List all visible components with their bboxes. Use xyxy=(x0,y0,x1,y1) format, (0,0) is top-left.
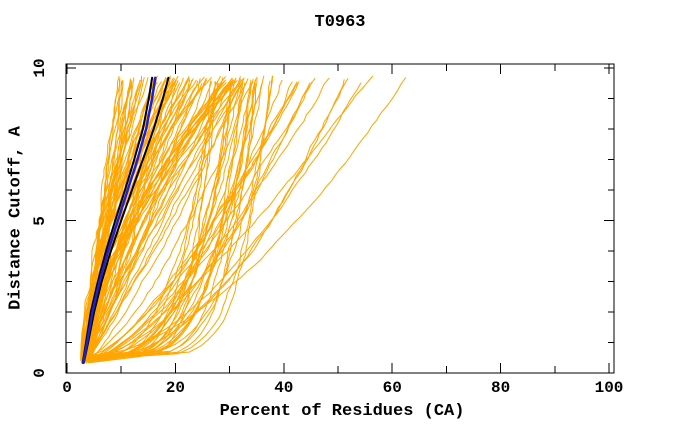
x-tick-label: 60 xyxy=(382,379,402,397)
plot-frame xyxy=(65,63,615,374)
ensemble-curve xyxy=(87,82,181,361)
ensemble-curve xyxy=(82,81,298,364)
x-tick-label: 0 xyxy=(62,379,72,397)
ensemble-curve xyxy=(81,82,311,364)
ensemble-curve xyxy=(84,80,232,361)
ensemble-curve xyxy=(90,79,252,359)
ensemble-curve xyxy=(83,79,120,357)
x-tick-label: 40 xyxy=(274,379,294,397)
ensemble-curve xyxy=(89,76,167,363)
ensemble-curve xyxy=(90,81,244,361)
ensemble-curve xyxy=(89,77,330,362)
y-tick-label: 10 xyxy=(31,58,49,78)
ensemble-curve xyxy=(82,79,227,363)
highlight-curve-model-black-b xyxy=(81,76,154,364)
ensemble-curve xyxy=(85,77,316,363)
y-axis-label: Distance Cutoff, A xyxy=(6,126,26,310)
ensemble-curve xyxy=(80,77,237,359)
ensemble-curve xyxy=(80,77,171,361)
ensemble-curve xyxy=(84,78,201,363)
x-axis-label: Percent of Residues (CA) xyxy=(219,402,465,421)
x-tick-label: 80 xyxy=(490,379,511,397)
plot-title: T0963 xyxy=(314,13,366,32)
ensemble-curve xyxy=(87,75,374,364)
ensemble-curve xyxy=(87,82,256,359)
y-tick-label: 0 xyxy=(31,368,49,378)
ensemble-curve xyxy=(88,76,241,357)
ensemble-curve xyxy=(88,82,362,359)
highlight-curve-model-blue xyxy=(82,76,157,365)
ensemble-curve xyxy=(87,81,293,358)
ensemble-curve xyxy=(85,77,168,360)
ensemble-curve xyxy=(89,77,233,361)
x-tick-label: 20 xyxy=(165,379,185,397)
ensemble-curve xyxy=(91,75,265,363)
ensemble-curve xyxy=(83,81,218,359)
ensemble-curve xyxy=(86,80,256,358)
ensemble-curve xyxy=(81,81,254,361)
x-tick-label: 100 xyxy=(594,379,624,397)
y-tick-label: 5 xyxy=(31,215,49,226)
highlight-curve-model-black-a xyxy=(82,76,170,364)
ensemble-curve xyxy=(90,77,407,358)
ensemble-curve xyxy=(81,77,207,363)
ensemble-curve xyxy=(88,81,230,359)
ensemble-curve xyxy=(90,82,299,362)
